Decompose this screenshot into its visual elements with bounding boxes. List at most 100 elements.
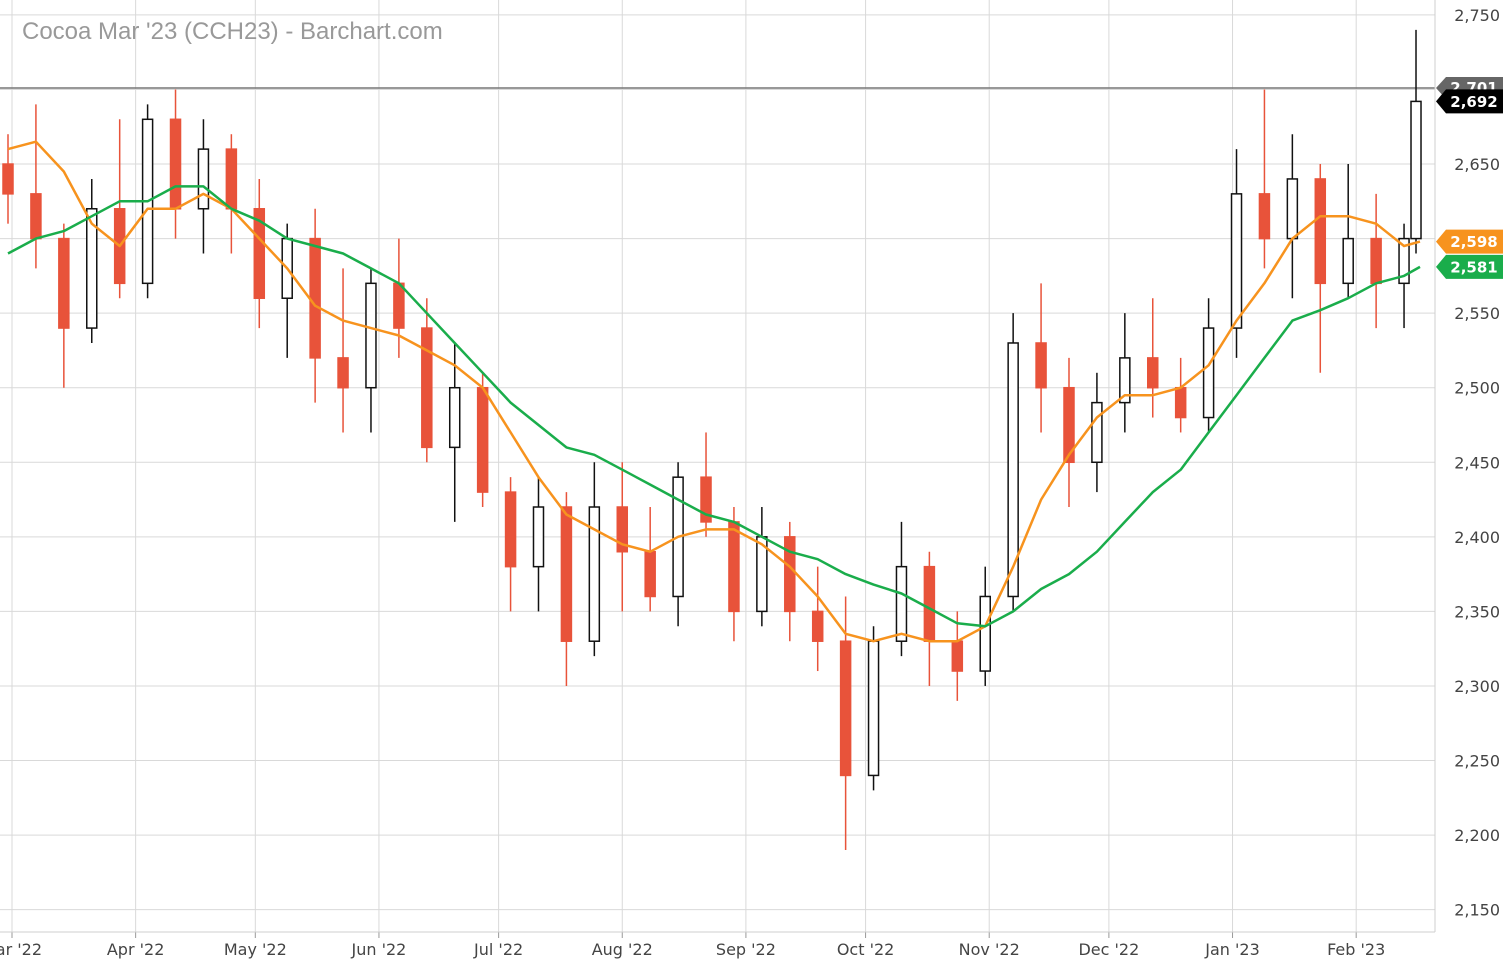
candle — [839, 596, 852, 850]
candle — [2, 134, 14, 224]
price-tag-shape — [1436, 254, 1503, 279]
price-tag-label: 2,692 — [1450, 93, 1497, 111]
candle — [811, 566, 824, 672]
candle-body — [1410, 100, 1422, 240]
candle-body — [365, 282, 377, 389]
y-tick-label: 2,650 — [1454, 155, 1500, 174]
x-tick-label: Oct '22 — [837, 940, 895, 959]
candle-body — [225, 148, 238, 210]
candle-body — [895, 565, 908, 642]
x-tick-label: Apr '22 — [107, 940, 165, 959]
candle — [644, 507, 656, 612]
candle-body — [393, 282, 405, 329]
candle-body — [421, 327, 433, 449]
candle — [365, 268, 377, 433]
candle — [337, 268, 349, 433]
candle — [1147, 298, 1159, 418]
x-tick-label: Jan '23 — [1204, 940, 1260, 959]
x-tick-label: Jun '22 — [351, 940, 407, 959]
candlestick-series — [2, 29, 1422, 850]
candle-body — [532, 506, 545, 568]
candle — [700, 432, 712, 537]
candle — [1258, 89, 1271, 269]
candle — [448, 342, 461, 522]
y-tick-label: 2,200 — [1454, 826, 1500, 845]
candle-body — [504, 491, 517, 568]
y-tick-label: 2,450 — [1454, 453, 1500, 472]
x-tick-label: Sep '22 — [716, 940, 776, 959]
y-tick-label: 2,350 — [1454, 602, 1500, 621]
candle — [1230, 149, 1243, 358]
candle-body — [476, 386, 489, 493]
candle — [672, 462, 684, 627]
y-tick-label: 2,150 — [1454, 901, 1500, 920]
price-tag-shape — [1436, 229, 1503, 254]
candle-body — [867, 640, 880, 777]
candle-body — [1258, 193, 1271, 240]
x-tick-label: Feb '23 — [1327, 940, 1385, 959]
candle-body — [1202, 327, 1215, 419]
candle — [1342, 164, 1354, 299]
candle-body — [30, 193, 42, 240]
candle — [421, 298, 433, 463]
price-tag-ma_slow: 2,581 — [1436, 254, 1503, 279]
candle-body — [1342, 237, 1354, 285]
candle-body — [448, 386, 461, 449]
candle-body — [839, 640, 852, 777]
candle-body — [644, 550, 656, 598]
moving-average-fast-line — [7, 140, 1421, 643]
candle — [30, 104, 42, 269]
y-tick-label: 2,250 — [1454, 752, 1500, 771]
candle-body — [1035, 342, 1047, 389]
candle-body — [1091, 401, 1103, 464]
y-tick-label: 2,550 — [1454, 304, 1500, 323]
candle-body — [1314, 178, 1327, 285]
y-tick-label: 2,400 — [1454, 528, 1500, 547]
candle — [728, 507, 740, 642]
x-tick-label: Mar '22 — [0, 940, 42, 959]
price-tag-label: 2,598 — [1450, 233, 1497, 251]
price-tag-shape — [1436, 89, 1503, 114]
candle-body — [784, 536, 796, 613]
moving-average-slow-line — [7, 185, 1421, 628]
candle — [253, 178, 266, 329]
candle — [1091, 372, 1103, 493]
candle-body — [1174, 386, 1187, 419]
x-tick-label: Aug '22 — [592, 940, 653, 959]
candle-body — [1230, 193, 1243, 329]
candle-body — [588, 506, 601, 642]
moving-average-lines — [7, 140, 1421, 643]
candle — [281, 223, 293, 358]
candle-body — [728, 521, 740, 613]
candle — [1119, 313, 1131, 433]
candle-body — [58, 237, 70, 329]
price-tag-label: 2,581 — [1450, 258, 1497, 276]
candle — [504, 477, 517, 612]
candle — [532, 477, 545, 612]
candle-body — [979, 595, 991, 672]
y-tick-label: 2,500 — [1454, 379, 1500, 398]
candle-body — [197, 148, 210, 210]
candle — [225, 134, 238, 254]
candle — [1410, 29, 1422, 254]
candle-body — [1286, 178, 1299, 240]
x-tick-label: May '22 — [224, 940, 287, 959]
candle — [1035, 283, 1047, 433]
price-tag-last: 2,692 — [1436, 89, 1503, 114]
candle-body — [1119, 357, 1131, 404]
candle — [86, 178, 98, 343]
candle — [1174, 357, 1187, 433]
price-tag-ma_fast: 2,598 — [1436, 229, 1503, 254]
candle — [923, 551, 936, 686]
candle — [1063, 357, 1075, 508]
candle — [867, 626, 880, 791]
candle-body — [560, 506, 573, 642]
chart-title: Cocoa Mar '23 (CCH23) - Barchart.com — [22, 18, 443, 45]
candle-body — [1007, 342, 1019, 598]
candle — [169, 89, 182, 239]
candle — [756, 507, 768, 627]
candle — [1370, 193, 1382, 329]
candle-body — [616, 506, 629, 553]
